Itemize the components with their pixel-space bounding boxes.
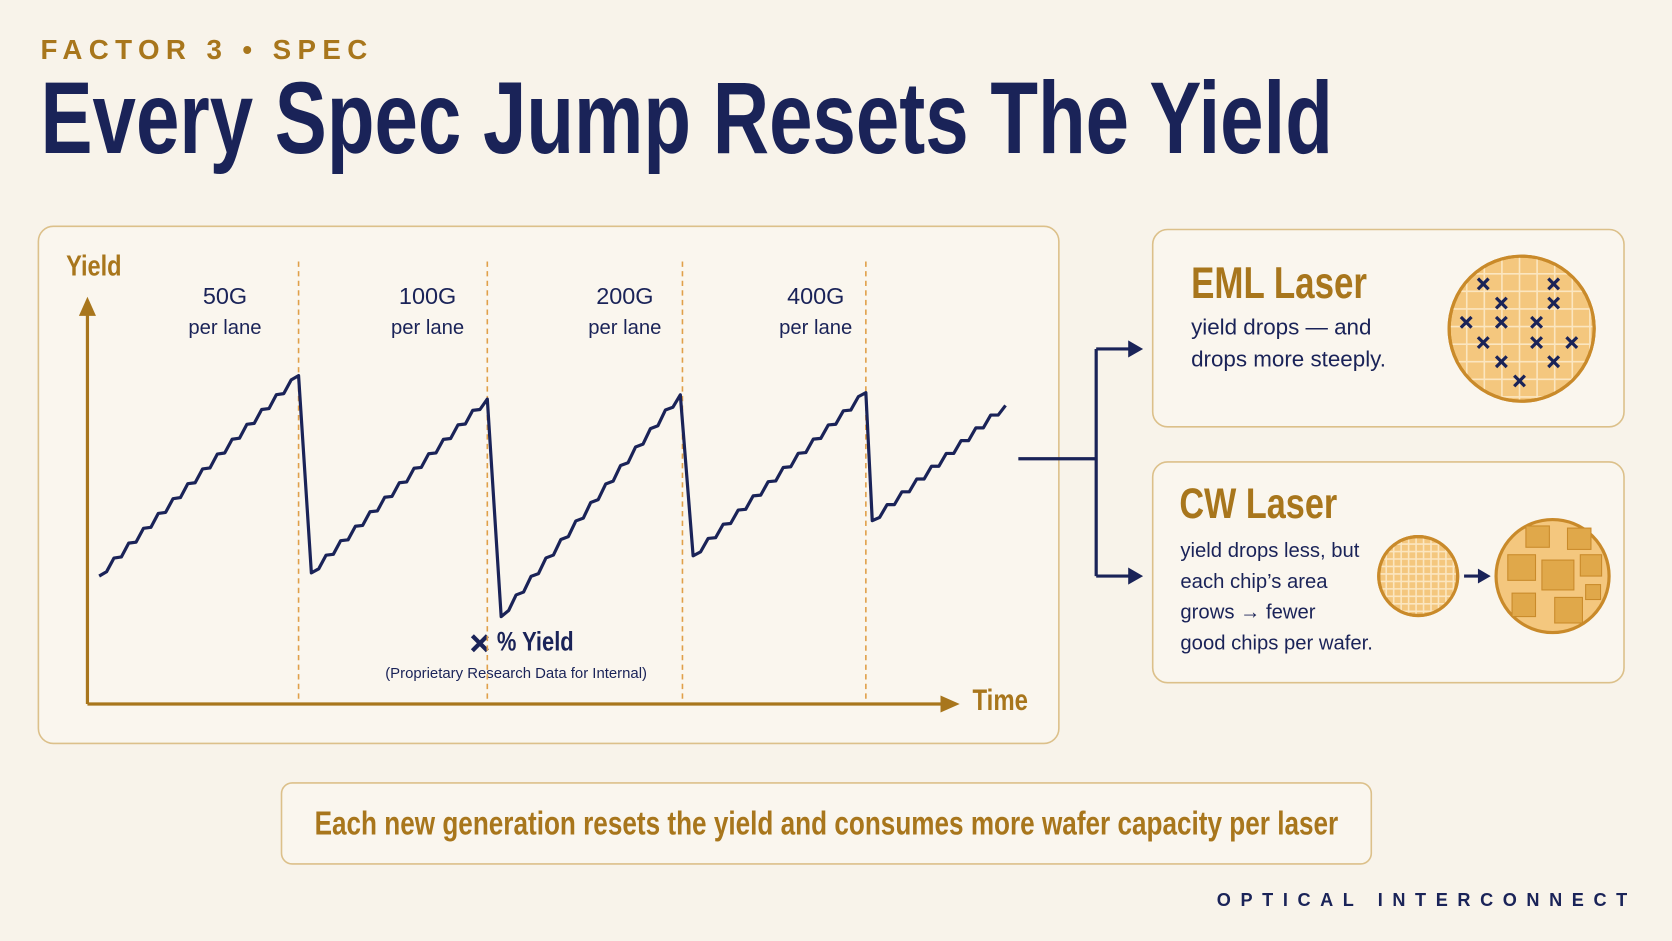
defect-mark: [1547, 355, 1561, 369]
generation-speed: 100G: [399, 283, 456, 309]
y-axis-label: Yield: [66, 251, 121, 283]
defect-mark: [1547, 277, 1561, 291]
large-chip: [1507, 554, 1537, 581]
brand: OPTICAL INTERCONNECT: [1217, 890, 1637, 910]
arrow-head: [1128, 340, 1144, 358]
body-line: drops more steeply.: [1191, 347, 1386, 372]
body-line: each chip’s area: [1180, 571, 1328, 593]
large-chip: [1525, 525, 1550, 548]
generation-unit: per lane: [779, 317, 852, 339]
generation-speed: 400G: [787, 283, 844, 309]
x-axis-arrow: [940, 695, 960, 713]
large-chip: [1511, 592, 1537, 618]
note-icon: [470, 634, 489, 653]
generation-speed: 50G: [203, 283, 247, 309]
wafer-rim: [1377, 535, 1460, 618]
body-line: good chips per wafer.: [1180, 633, 1373, 655]
defect-mark: [1459, 315, 1473, 329]
large-chip: [1566, 527, 1592, 550]
large-chip: [1585, 584, 1602, 601]
title: Every Spec Jump Resets The Yield: [41, 60, 1333, 175]
yield-curve: [98, 373, 1007, 619]
body-line: grows → fewer: [1180, 602, 1315, 624]
footer-message: Each new generation resets the yield and…: [315, 805, 1339, 842]
large-chip: [1554, 596, 1583, 624]
wafer-arrow-head: [1477, 568, 1491, 584]
defect-mark: [1547, 296, 1561, 310]
body-line: yield drops less, but: [1180, 540, 1359, 562]
defect-mark: [1530, 336, 1544, 350]
x-axis-label: Time: [972, 684, 1027, 717]
large-chip: [1579, 554, 1603, 577]
connector: [1018, 340, 1144, 585]
defect-mark: [1565, 336, 1579, 350]
eml-text: yield drops — and drops more steeply.: [1191, 315, 1386, 372]
chart: Yield Time % Yield (Proprietary Research…: [66, 251, 1028, 717]
chart-panel: [37, 225, 1060, 745]
large-chip: [1541, 559, 1575, 591]
generation-unit: per lane: [188, 317, 261, 339]
y-axis-arrow: [78, 296, 96, 316]
cw-text: yield drops less, but each chip’s area gro…: [1180, 540, 1373, 655]
body-line: yield drops — and: [1191, 315, 1371, 340]
defect-mark: [1494, 296, 1508, 310]
generation-speed: 200G: [596, 283, 653, 309]
defect-mark: [1494, 315, 1508, 329]
generation-unit: per lane: [391, 317, 464, 339]
generation-unit: per lane: [588, 317, 661, 339]
arrow-head: [1128, 567, 1144, 585]
footer-box: [280, 782, 1373, 865]
note-subtitle: (Proprietary Research Data for Internal): [385, 665, 647, 682]
wafer-rim: [1447, 254, 1596, 403]
kicker: FACTOR 3 • SPEC: [41, 34, 374, 65]
defect-mark: [1530, 315, 1544, 329]
defect-mark: [1476, 336, 1490, 350]
cw-title: CW Laser: [1179, 480, 1337, 528]
eml-wafer: [1447, 254, 1596, 403]
defect-mark: [1513, 374, 1526, 388]
note-title: % Yield: [497, 626, 574, 656]
connector-lines: [1018, 347, 1133, 578]
defect-mark: [1476, 277, 1490, 291]
defect-mark: [1494, 355, 1508, 369]
eml-title: EML Laser: [1191, 258, 1367, 308]
